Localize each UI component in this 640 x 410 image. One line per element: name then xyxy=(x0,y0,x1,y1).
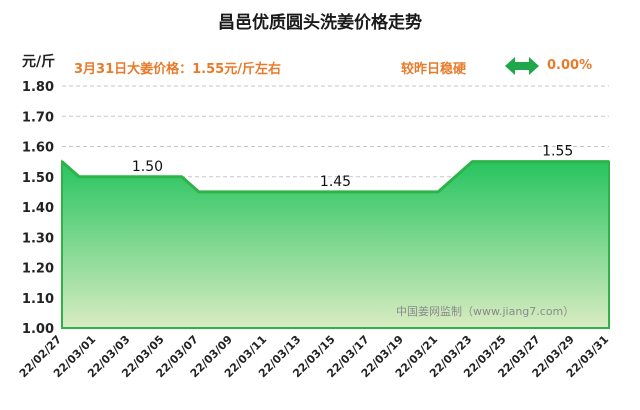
y-tick-label: 1.50 xyxy=(22,171,54,186)
y-tick-label: 1.70 xyxy=(22,110,54,125)
series-line xyxy=(61,160,609,194)
y-tick-labels: 1.00 1.10 1.20 1.30 1.40 1.50 1.60 1.70 1.80 xyxy=(22,80,54,337)
y-tick-label: 1.40 xyxy=(22,201,54,216)
price-note: 3月31日大姜价格：1.55元/斤左右 xyxy=(74,62,281,77)
trend-value: 0.00% xyxy=(547,58,593,73)
y-tick-label: 1.00 xyxy=(22,322,54,337)
y-tick-label: 1.20 xyxy=(22,262,54,277)
chart-title: 昌邑优质圆头洗姜价格走势 xyxy=(218,13,422,33)
y-tick-label: 1.80 xyxy=(22,80,54,95)
y-tick-label: 1.30 xyxy=(22,231,54,246)
x-tick-labels: 22/02/2722/03/0122/03/0322/03/0522/03/07… xyxy=(17,333,611,380)
trend-label: 较昨日稳硬 xyxy=(401,62,467,77)
data-label: 1.45 xyxy=(320,174,351,190)
y-tick-label: 1.60 xyxy=(22,141,54,156)
y-axis-unit: 元/斤 xyxy=(22,54,56,70)
double-arrow-icon xyxy=(505,57,539,75)
data-label: 1.50 xyxy=(132,159,163,175)
data-labels: 1.50 1.45 1.55 xyxy=(132,144,573,190)
y-tick-label: 1.10 xyxy=(22,292,54,307)
watermark-text: 中国姜网监制（www.jiang7.com） xyxy=(396,304,574,318)
data-label: 1.55 xyxy=(542,144,573,160)
